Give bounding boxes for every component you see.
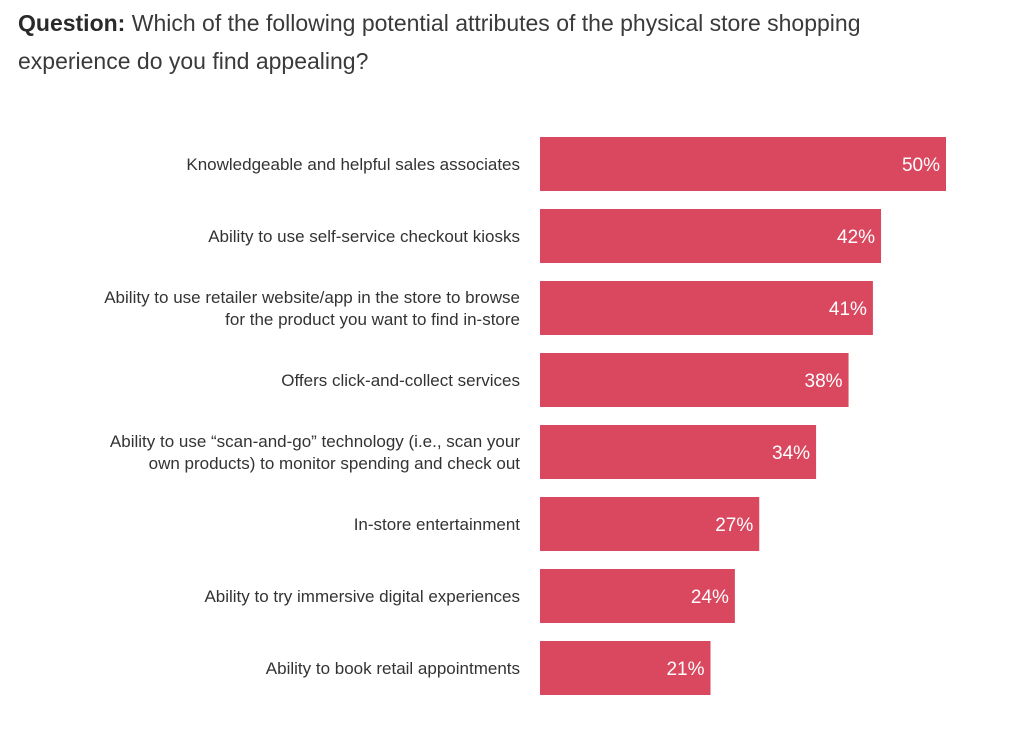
- category-label-5: Ability to use “scan-and-go” technology …: [110, 432, 520, 473]
- category-label-line: Ability to use retailer website/app in t…: [104, 288, 520, 307]
- bar-5: [540, 425, 817, 479]
- category-label-line: Ability to use “scan-and-go” technology …: [110, 432, 520, 451]
- bar-1: [540, 137, 946, 191]
- value-label-8: 21%: [666, 659, 704, 680]
- value-label-1: 50%: [902, 155, 940, 176]
- category-label-6: In-store entertainment: [354, 515, 521, 534]
- category-label-3: Ability to use retailer website/app in t…: [104, 288, 520, 329]
- category-label-line: for the product you want to find in-stor…: [225, 310, 520, 329]
- category-label-1: Knowledgeable and helpful sales associat…: [186, 155, 520, 174]
- category-label-line: Knowledgeable and helpful sales associat…: [186, 155, 520, 174]
- bar-2: [540, 209, 882, 263]
- value-label-2: 42%: [837, 227, 875, 248]
- category-label-2: Ability to use self-service checkout kio…: [208, 227, 520, 246]
- bar-3: [540, 281, 873, 335]
- category-label-line: In-store entertainment: [354, 515, 521, 534]
- value-label-5: 34%: [772, 443, 810, 464]
- bar-6: [540, 497, 760, 551]
- bar-7: [540, 569, 735, 623]
- bar-4: [540, 353, 849, 407]
- value-label-3: 41%: [829, 299, 867, 320]
- category-label-line: Ability to book retail appointments: [266, 659, 520, 678]
- question-text: Which of the following potential attribu…: [18, 10, 861, 74]
- category-label-line: Ability to try immersive digital experie…: [204, 587, 520, 606]
- category-label-4: Offers click-and-collect services: [281, 371, 520, 390]
- question: Question: Which of the following potenti…: [18, 4, 918, 80]
- value-label-7: 24%: [691, 587, 729, 608]
- value-label-6: 27%: [715, 515, 753, 536]
- category-label-line: own products) to monitor spending and ch…: [149, 454, 521, 473]
- question-label: Question:: [18, 10, 126, 36]
- category-label-line: Ability to use self-service checkout kio…: [208, 227, 520, 246]
- bar-8: [540, 641, 711, 695]
- value-label-4: 38%: [805, 371, 843, 392]
- category-label-line: Offers click-and-collect services: [281, 371, 520, 390]
- category-label-7: Ability to try immersive digital experie…: [204, 587, 520, 606]
- category-label-8: Ability to book retail appointments: [266, 659, 520, 678]
